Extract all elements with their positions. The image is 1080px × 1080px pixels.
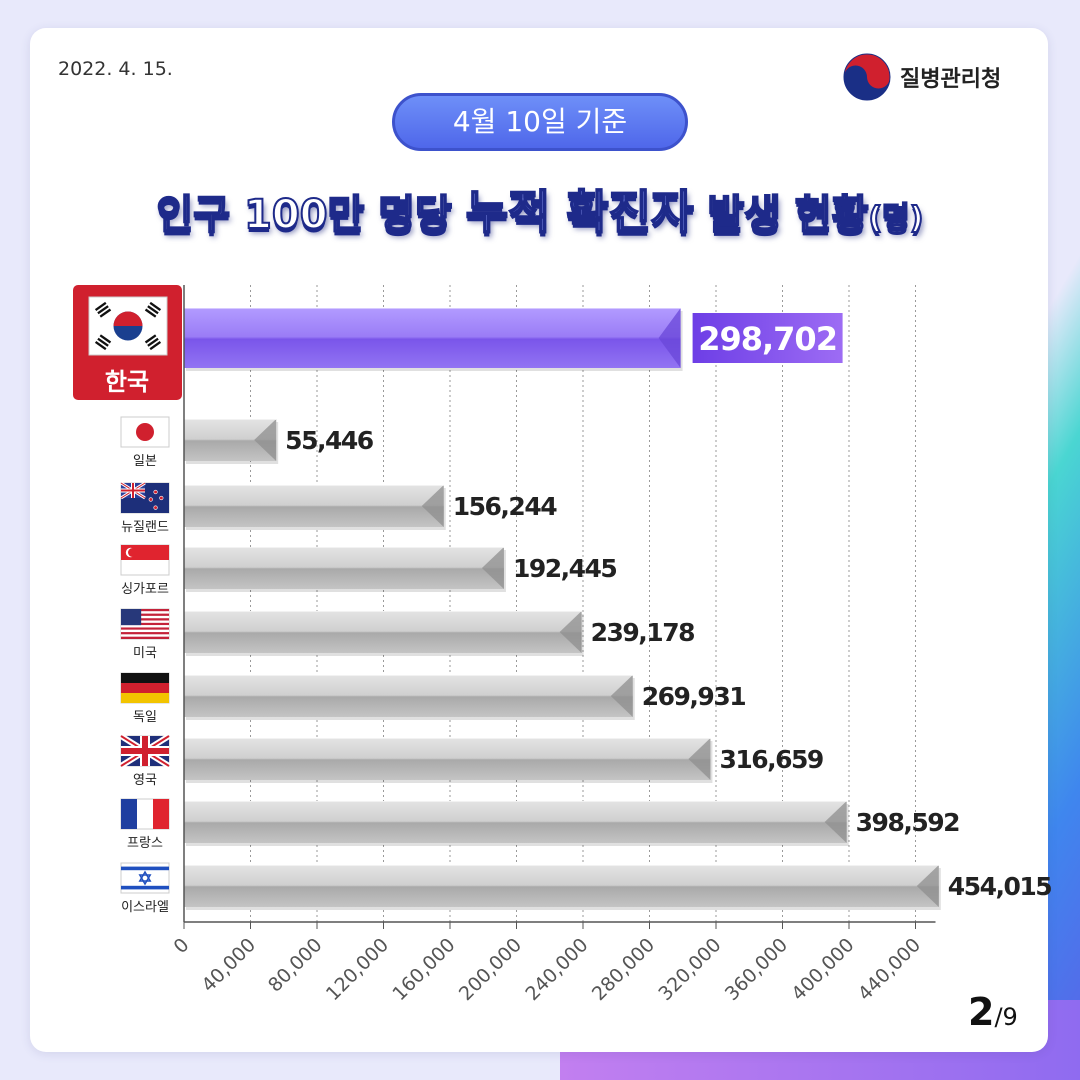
value-label: 398,592 xyxy=(856,808,959,837)
korea-flag-icon xyxy=(88,296,168,356)
category-label: 미국 xyxy=(133,646,157,661)
bar xyxy=(184,547,506,592)
value-label: 269,931 xyxy=(642,682,745,711)
bar xyxy=(184,738,713,783)
value-label: 239,178 xyxy=(591,618,694,647)
category-label: 뉴질랜드 xyxy=(121,520,169,535)
value-label: 454,015 xyxy=(948,872,1051,901)
bar xyxy=(184,865,941,910)
bar xyxy=(184,611,584,656)
new-zealand-flag-icon xyxy=(120,481,170,514)
category-label-group: 프랑스 xyxy=(120,798,170,851)
page-indicator: 2/9 xyxy=(968,990,1018,1034)
value-label: 298,702 xyxy=(698,320,837,358)
x-tick-label: 280,000 xyxy=(588,934,659,1005)
x-tick-label: 80,000 xyxy=(264,934,327,997)
title-highlight: 누적 확진자 xyxy=(465,184,695,240)
x-tick-label: 240,000 xyxy=(521,934,592,1005)
kdca-emblem-icon xyxy=(843,53,891,101)
value-label: 156,244 xyxy=(453,492,557,521)
x-tick-label: 320,000 xyxy=(654,934,725,1005)
singapore-flag-icon xyxy=(120,544,170,576)
category-label: 프랑스 xyxy=(127,836,163,851)
x-tick-label: 360,000 xyxy=(721,934,792,1005)
title-suffix: 발생 현황 xyxy=(693,191,869,239)
bar xyxy=(184,801,849,846)
page-total: /9 xyxy=(994,1003,1018,1031)
bar xyxy=(184,675,635,720)
x-tick-label: 120,000 xyxy=(322,934,393,1005)
x-tick-label: 440,000 xyxy=(854,934,925,1005)
agency-name: 질병관리청 xyxy=(900,67,1002,92)
value-label: 316,659 xyxy=(719,745,822,774)
israel-flag-icon xyxy=(120,862,170,894)
category-label-group: 싱가포르 xyxy=(120,544,170,597)
bar xyxy=(184,485,446,530)
bar xyxy=(184,308,683,371)
usa-flag-icon xyxy=(120,608,170,640)
category-label-group: 독일 xyxy=(120,672,170,725)
x-tick-label: 400,000 xyxy=(787,934,858,1005)
category-label: 싱가포르 xyxy=(121,582,169,597)
category-label-group: 미국 xyxy=(120,608,170,661)
category-label: 일본 xyxy=(133,454,157,469)
category-label: 영국 xyxy=(133,773,157,788)
page-current: 2 xyxy=(968,990,995,1034)
agency-logo: 질병관리청 xyxy=(842,52,1001,102)
x-tick-label: 200,000 xyxy=(455,934,526,1005)
value-label: 55,446 xyxy=(285,426,374,455)
x-tick-label: 160,000 xyxy=(388,934,459,1005)
category-label: 독일 xyxy=(133,710,157,725)
uk-flag-icon xyxy=(119,733,171,769)
x-tick-label: 0 xyxy=(169,934,193,958)
publish-date: 2022. 4. 15. xyxy=(58,58,173,80)
category-label-group: 뉴질랜드 xyxy=(120,481,170,535)
x-tick-label: 40,000 xyxy=(197,934,260,997)
basis-date-badge: 4월 10일 기준 xyxy=(392,93,688,151)
category-label-group: 일본 xyxy=(120,416,170,469)
bar xyxy=(184,419,279,464)
category-label: 한국 xyxy=(105,368,149,396)
chart-title: 인구 100만 명당 누적 확진자 발생 현황(명) xyxy=(0,176,1080,242)
category-label-group: 영국 xyxy=(119,733,171,788)
title-unit: (명) xyxy=(867,200,924,237)
title-prefix: 인구 100만 명당 xyxy=(155,191,466,239)
value-label: 192,445 xyxy=(513,554,616,583)
france-flag-icon xyxy=(120,798,170,830)
germany-flag-icon xyxy=(120,672,170,704)
category-label-group: 한국 xyxy=(73,285,182,400)
value-label-highlight: 298,702 xyxy=(692,313,843,363)
japan-flag-icon xyxy=(120,416,170,448)
category-label-group: 이스라엘 xyxy=(120,862,170,915)
category-label: 이스라엘 xyxy=(121,900,169,915)
